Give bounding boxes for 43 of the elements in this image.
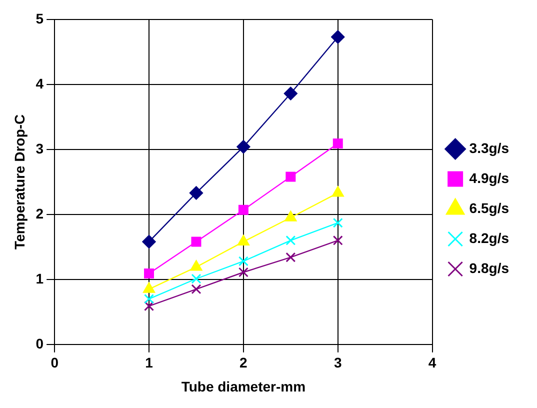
point: [286, 235, 296, 246]
legend-label: 3.3g/s: [469, 140, 510, 156]
y-tick-label: 2: [36, 205, 44, 222]
point: [238, 267, 248, 278]
point: [286, 252, 296, 262]
point: [191, 274, 202, 284]
point: [286, 172, 296, 182]
point: [143, 282, 155, 293]
point: [332, 218, 343, 228]
point: [332, 138, 343, 149]
point: [332, 235, 343, 246]
point: [331, 30, 345, 44]
y-tick-label: 1: [36, 270, 44, 286]
point: [191, 284, 202, 294]
legend-label: 8.2g/s: [469, 230, 510, 246]
point: [190, 260, 202, 271]
x-tick-label: 4: [428, 354, 436, 371]
y-tick-label: 4: [36, 75, 44, 92]
point: [144, 294, 154, 304]
y-tick-label: 3: [36, 140, 44, 156]
y-tick-label: 5: [36, 10, 44, 26]
point: [144, 268, 154, 279]
legend-label: 4.9g/s: [469, 170, 510, 186]
point: [284, 86, 298, 100]
point: [238, 234, 250, 246]
x-tick-label: 1: [145, 354, 154, 371]
point: [238, 204, 248, 215]
legend-label: 6.5g/s: [469, 200, 510, 216]
point: [284, 210, 297, 222]
point: [144, 301, 154, 312]
y-axis-title: Temperature Drop-C: [11, 114, 28, 250]
y-tick-label: 0: [36, 335, 44, 352]
point: [142, 234, 156, 248]
point: [236, 140, 250, 154]
x-tick-label: 2: [240, 354, 248, 371]
point: [238, 256, 248, 266]
x-tick-label: 3: [334, 354, 342, 371]
x-axis-title: Tube diameter-mm: [181, 378, 306, 394]
point: [191, 236, 202, 247]
x-tick-label: 0: [50, 354, 59, 371]
point: [189, 186, 203, 200]
point: [332, 186, 344, 197]
legend-label: 9.8g/s: [469, 260, 510, 276]
